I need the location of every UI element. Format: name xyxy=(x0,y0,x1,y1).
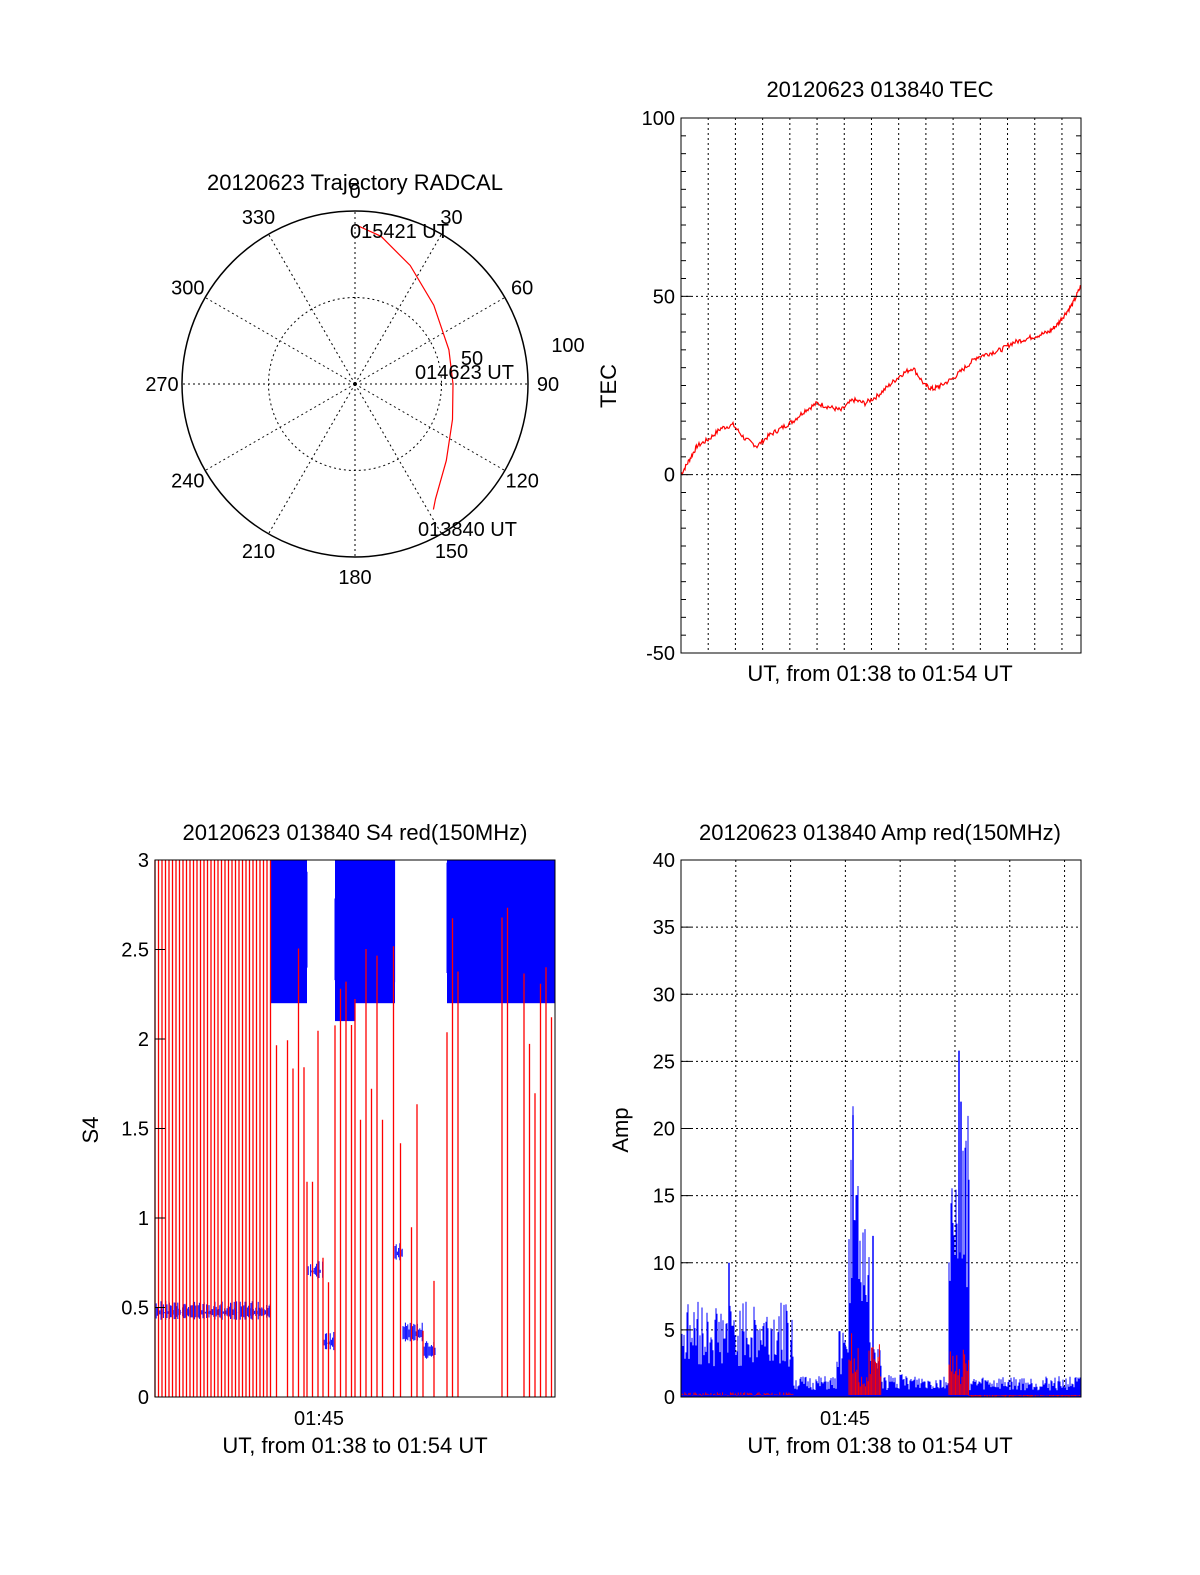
s4-series xyxy=(155,860,555,1397)
tec-ytick-label: 50 xyxy=(653,286,675,308)
tec-ylabel: TEC xyxy=(596,364,621,408)
amp-blue-band xyxy=(848,1106,860,1397)
amp-ytick-label: 10 xyxy=(653,1253,675,1275)
s4-title: 20120623 013840 S4 red(150MHz) xyxy=(183,820,528,845)
azimuth-label-90: 90 xyxy=(537,374,559,396)
s4-plot: 20120623 013840 S4 red(150MHz) 3 2.5 2 1.5 1… xyxy=(78,820,556,1458)
radial-label-50: 50 xyxy=(461,348,483,370)
amp-x-ticks: 01:45 xyxy=(820,1408,870,1430)
amp-red-band xyxy=(858,1376,869,1395)
azimuth-label-30: 30 xyxy=(440,207,462,229)
trajectory-series xyxy=(354,223,454,510)
tec-ytick-label: 0 xyxy=(664,465,675,487)
s4-y-ticks: 3 2.5 2 1.5 1 0.5 0 xyxy=(121,850,165,1409)
s4-xlabel: UT, from 01:38 to 01:54 UT xyxy=(222,1433,487,1458)
s4-ytick-label: 1.5 xyxy=(121,1119,149,1141)
trajectory-title: 20120623 Trajectory RADCAL xyxy=(207,170,503,195)
annotation-end: 013840 UT xyxy=(418,519,517,541)
amp-ylabel: Amp xyxy=(608,1107,633,1152)
spoke-300 xyxy=(204,297,356,385)
amp-xtick-label: 01:45 xyxy=(820,1408,870,1430)
tec-ytick-label: 100 xyxy=(642,108,675,130)
amp-y-ticks: 40 35 30 25 20 15 10 5 0 xyxy=(653,850,691,1409)
tec-frame xyxy=(680,117,1082,654)
tec-title: 20120623 013840 TEC xyxy=(766,77,993,102)
amp-blue-band xyxy=(858,1229,870,1397)
s4-ytick-label: 2.5 xyxy=(121,940,149,962)
amp-blue-band xyxy=(880,1374,950,1397)
spoke-120 xyxy=(354,383,506,471)
spoke-210 xyxy=(268,383,356,535)
s4-ytick-label: 2 xyxy=(138,1029,149,1051)
tec-series xyxy=(680,285,1082,476)
azimuth-label-0: 0 xyxy=(349,181,360,203)
s4-blue-band xyxy=(422,1341,436,1359)
amp-ytick-label: 35 xyxy=(653,917,675,939)
s4-ytick-label: 3 xyxy=(138,850,149,872)
amp-ytick-label: 25 xyxy=(653,1051,675,1073)
trajectory-plot: 20120623 Trajectory RADCAL 0 30 60 90 120 150… xyxy=(145,170,584,589)
s4-ylabel: S4 xyxy=(78,1117,103,1144)
s4-blue-band xyxy=(402,1322,423,1342)
spoke-30 xyxy=(354,233,442,385)
trajectory-line xyxy=(354,223,454,510)
amp-blue-band xyxy=(792,1376,838,1397)
amp-ytick-label: 40 xyxy=(653,850,675,872)
spoke-330 xyxy=(268,233,356,385)
annotation-start: 015421 UT xyxy=(350,221,449,243)
azimuth-label-210: 210 xyxy=(242,541,275,563)
azimuth-label-270: 270 xyxy=(145,374,178,396)
amp-blue-band xyxy=(836,1331,850,1397)
amp-blue-band xyxy=(680,1301,794,1397)
s4-ytick-label: 1 xyxy=(138,1208,149,1230)
amp-red-band xyxy=(948,1349,969,1395)
radial-labels: 50 100 xyxy=(461,335,585,370)
radial-label-100: 100 xyxy=(551,335,584,357)
amp-plot: 20120623 013840 Amp red(150MHz) 40 35 30 25… xyxy=(608,820,1082,1458)
tec-plot: 20120623 013840 TEC 100 50 0 -50 UT, from 0… xyxy=(596,77,1082,686)
azimuth-label-240: 240 xyxy=(171,471,204,493)
amp-ytick-label: 15 xyxy=(653,1186,675,1208)
amp-red-band xyxy=(868,1344,882,1395)
amp-red-band xyxy=(848,1333,859,1395)
azimuth-label-120: 120 xyxy=(505,471,538,493)
amp-ytick-label: 5 xyxy=(664,1320,675,1342)
amp-series xyxy=(680,1050,1082,1397)
spoke-150 xyxy=(354,383,442,535)
amp-xlabel: UT, from 01:38 to 01:54 UT xyxy=(747,1433,1012,1458)
s4-xtick-label: 01:45 xyxy=(294,1408,344,1430)
s4-ytick-label: 0 xyxy=(138,1387,149,1409)
spoke-240 xyxy=(204,383,356,471)
amp-title: 20120623 013840 Amp red(150MHz) xyxy=(699,820,1061,845)
s4-blue-band xyxy=(354,860,396,984)
tec-xlabel: UT, from 01:38 to 01:54 UT xyxy=(747,661,1012,686)
s4-blue-band xyxy=(394,1243,403,1261)
tec-y-ticks: 100 50 0 -50 xyxy=(642,108,1081,665)
azimuth-label-180: 180 xyxy=(338,567,371,589)
amp-blue-band xyxy=(968,1376,1082,1397)
amp-ytick-label: 20 xyxy=(653,1119,675,1141)
amp-ytick-label: 0 xyxy=(664,1387,675,1409)
azimuth-label-330: 330 xyxy=(242,207,275,229)
s4-x-ticks: 01:45 xyxy=(294,1408,344,1430)
s4-blue-band xyxy=(306,1260,324,1279)
s4-blue-band xyxy=(334,860,355,1004)
s4-ytick-label: 0.5 xyxy=(121,1298,149,1320)
azimuth-labels: 0 30 60 90 120 150 180 210 240 270 300 330 xyxy=(145,181,559,589)
azimuth-label-300: 300 xyxy=(171,278,204,300)
azimuth-label-150: 150 xyxy=(435,541,468,563)
amp-red-band xyxy=(968,1395,1082,1397)
annotation-mid: 014623 UT xyxy=(415,362,514,384)
azimuth-label-60: 60 xyxy=(511,278,533,300)
amp-ytick-label: 30 xyxy=(653,984,675,1006)
tec-line xyxy=(680,285,1082,476)
spoke-60 xyxy=(354,297,506,385)
polar-grid xyxy=(181,210,529,558)
tec-ytick-label: -50 xyxy=(646,643,675,665)
outer-circle xyxy=(181,210,529,558)
amp-grid xyxy=(681,860,1081,1397)
tec-grid xyxy=(681,118,1081,653)
